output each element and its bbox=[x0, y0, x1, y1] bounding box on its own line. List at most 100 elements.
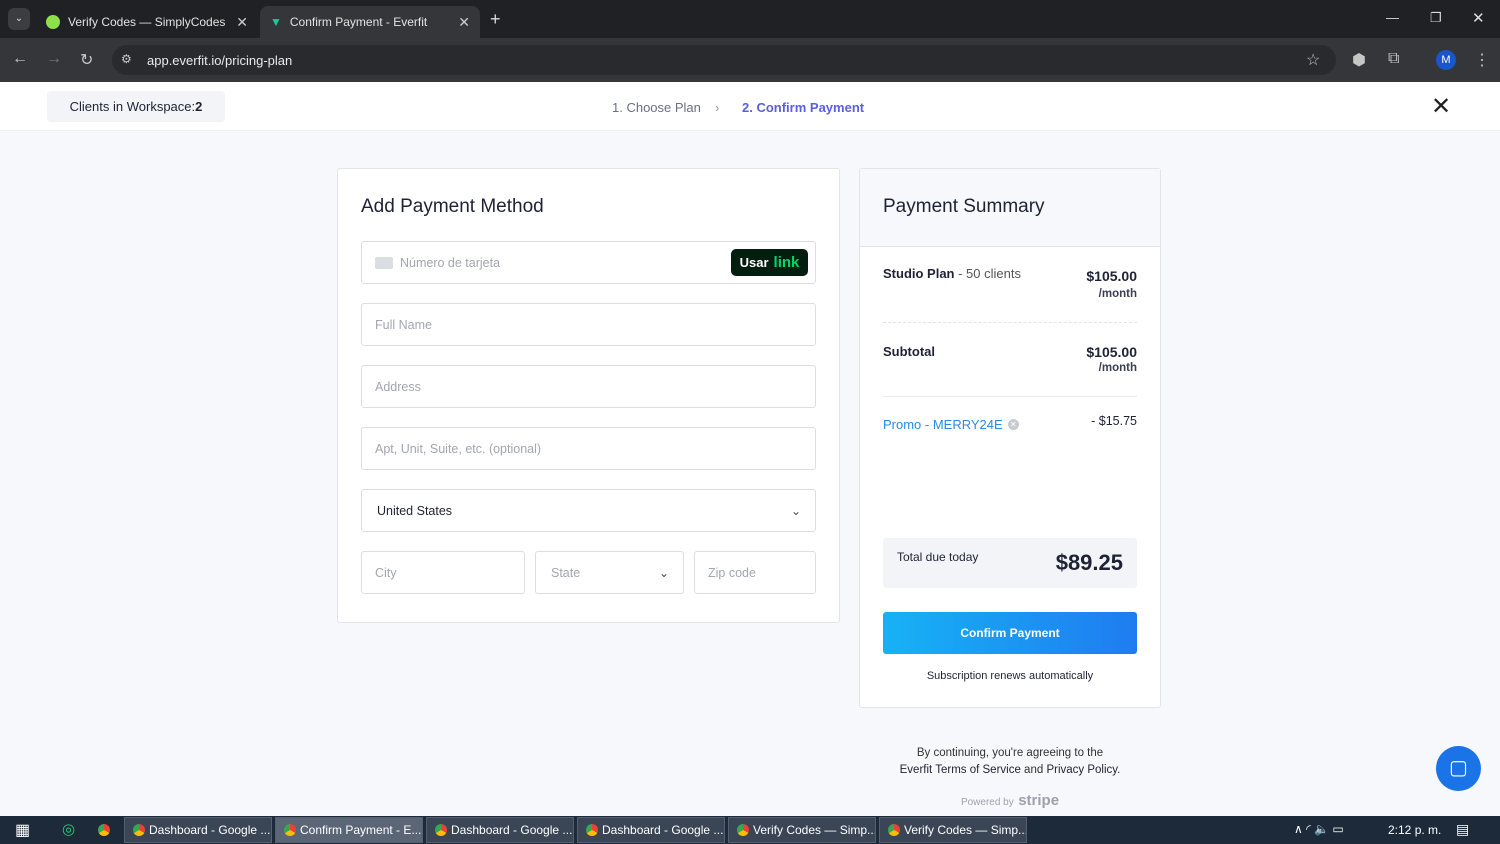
page-header bbox=[0, 82, 1500, 131]
tab-verify-codes[interactable]: Verify Codes — SimplyCodes ✕ bbox=[36, 6, 258, 38]
tab-title: Verify Codes — SimplyCodes bbox=[68, 15, 226, 29]
close-window-button[interactable]: ✕ bbox=[1472, 10, 1485, 27]
browser-tab-bar bbox=[0, 0, 1500, 38]
terms-link[interactable]: Everfit Terms of Service bbox=[899, 764, 1021, 776]
taskbar-item[interactable]: Verify Codes — Simp... bbox=[879, 817, 1027, 843]
site-settings-icon[interactable]: ⚙ bbox=[121, 52, 132, 66]
plan-name: Studio Plan bbox=[883, 266, 955, 281]
total-amount: $89.25 bbox=[1055, 550, 1123, 575]
chevron-down-icon: ⌄ bbox=[658, 565, 669, 580]
chrome-icon[interactable] bbox=[98, 823, 110, 841]
chrome-icon bbox=[888, 824, 900, 836]
usar-link-button[interactable]: Usar link bbox=[731, 249, 808, 276]
start-icon[interactable]: ▦ bbox=[15, 822, 31, 839]
apt-input[interactable]: Apt, Unit, Suite, etc. (optional) bbox=[361, 427, 816, 470]
restore-button[interactable]: ❐ bbox=[1430, 10, 1442, 25]
close-tab-icon[interactable]: ✕ bbox=[458, 13, 470, 30]
minimize-button[interactable]: — bbox=[1386, 10, 1399, 25]
tab-title: Confirm Payment - Everfit bbox=[289, 15, 428, 29]
taskbar-item[interactable]: Dashboard - Google ... bbox=[124, 817, 272, 843]
taskbar-label: Confirm Payment - E... bbox=[300, 823, 422, 837]
usar-text: Usar bbox=[739, 255, 769, 270]
clients-count: 2 bbox=[195, 99, 203, 114]
url-text: app.everfit.io/pricing-plan bbox=[147, 52, 293, 68]
tab-search-button[interactable]: ⌄ bbox=[8, 8, 30, 30]
tray-icons[interactable]: ∧ ◜ 🔈 ▭ bbox=[1294, 822, 1344, 836]
country-select[interactable]: United States ⌄ bbox=[361, 489, 816, 532]
step-choose-plan[interactable]: 1. Choose Plan bbox=[612, 100, 701, 115]
chrome-icon bbox=[284, 824, 296, 836]
forward-icon[interactable]: → bbox=[46, 50, 62, 67]
back-icon[interactable]: ← bbox=[12, 50, 28, 67]
state-select[interactable]: State ⌄ bbox=[535, 551, 684, 594]
clock[interactable]: 2:12 p. m. bbox=[1388, 823, 1442, 837]
subtotal-amount: $105.00 bbox=[1086, 344, 1137, 360]
address-input[interactable]: Address bbox=[361, 365, 816, 408]
extensions-puzzle-icon[interactable]: ⧉ bbox=[1388, 50, 1400, 67]
summary-title: Payment Summary bbox=[883, 196, 1045, 217]
plan-period: /month bbox=[1098, 288, 1137, 300]
taskbar-label: Verify Codes — Simp... bbox=[904, 823, 1027, 837]
tab-confirm-payment[interactable]: ▼ Confirm Payment - Everfit ✕ bbox=[260, 6, 480, 38]
taskbar-label: Dashboard - Google ... bbox=[602, 823, 724, 837]
divider bbox=[883, 322, 1137, 323]
terms-line1: By continuing, you're agreeing to the bbox=[916, 747, 1104, 759]
period: . bbox=[1117, 764, 1121, 776]
link-logo: link bbox=[773, 254, 800, 271]
taskbar-item[interactable]: Dashboard - Google ... bbox=[426, 817, 574, 843]
subtotal-period: /month bbox=[1098, 362, 1137, 374]
close-icon[interactable]: ✕ bbox=[1431, 93, 1452, 120]
address-bar[interactable]: app.everfit.io/pricing-plan bbox=[112, 45, 1336, 75]
bookmark-star-icon[interactable]: ☆ bbox=[1306, 52, 1321, 69]
stripe-logo: stripe bbox=[1018, 792, 1060, 809]
powered-text: Powered by bbox=[960, 797, 1014, 808]
full-name-input[interactable]: Full Name bbox=[361, 303, 816, 346]
reload-icon[interactable]: ↻ bbox=[80, 52, 94, 69]
taskbar-label: Dashboard - Google ... bbox=[451, 823, 573, 837]
taskbar-item[interactable]: Dashboard - Google ... bbox=[577, 817, 725, 843]
zip-input[interactable]: Zip code bbox=[694, 551, 816, 594]
chevron-down-icon: ⌄ bbox=[790, 503, 801, 518]
chrome-icon bbox=[737, 824, 749, 836]
taskbar-item[interactable]: Verify Codes — Simp... bbox=[728, 817, 876, 843]
card-placeholder: Número de tarjeta bbox=[400, 255, 501, 270]
terms-line2: Everfit Terms of Service and Privacy Pol… bbox=[860, 764, 1160, 776]
close-tab-icon[interactable]: ✕ bbox=[236, 13, 248, 30]
promo-code: Promo - MERRY24E ✕ bbox=[883, 417, 1019, 432]
clients-label: Clients in Workspace: bbox=[69, 99, 196, 114]
chat-icon[interactable]: ▢ bbox=[1436, 746, 1481, 791]
remove-promo-icon[interactable]: ✕ bbox=[1007, 419, 1019, 430]
state-value: State bbox=[551, 565, 581, 580]
extension-icon[interactable]: ⬢ bbox=[1352, 52, 1366, 69]
profile-avatar[interactable]: M bbox=[1436, 50, 1456, 70]
total-box bbox=[883, 538, 1137, 588]
promo-amount: - $15.75 bbox=[1091, 414, 1137, 428]
everfit-icon: ▼ bbox=[270, 15, 282, 29]
confirm-payment-button[interactable]: Confirm Payment bbox=[883, 612, 1137, 654]
credit-card-icon bbox=[375, 256, 393, 269]
renews-note: Subscription renews automatically bbox=[926, 670, 1094, 682]
chevron-right-icon: › bbox=[715, 100, 720, 115]
new-tab-button[interactable]: + bbox=[490, 9, 501, 29]
plan-price: $105.00 bbox=[1086, 268, 1137, 284]
privacy-link[interactable]: Privacy Policy bbox=[1046, 764, 1118, 776]
subtotal-label: Subtotal bbox=[883, 344, 935, 359]
chrome-icon bbox=[435, 824, 447, 836]
simplycodes-icon bbox=[46, 15, 60, 29]
city-input[interactable]: City bbox=[361, 551, 525, 594]
divider bbox=[883, 396, 1137, 397]
payment-title: Add Payment Method bbox=[361, 196, 544, 217]
notifications-icon[interactable]: ▤ bbox=[1456, 821, 1470, 837]
clients-in-workspace-badge: Clients in Workspace: 2 bbox=[47, 91, 225, 122]
total-label: Total due today bbox=[897, 550, 979, 564]
promo-text: Promo - MERRY24E bbox=[883, 417, 1003, 432]
powered-by-stripe: Powered by stripe bbox=[860, 792, 1160, 810]
menu-icon[interactable]: ⋮ bbox=[1474, 52, 1490, 69]
chrome-icon bbox=[133, 824, 145, 836]
step-confirm-payment: 2. Confirm Payment bbox=[742, 100, 865, 115]
taskbar-label: Dashboard - Google ... bbox=[149, 823, 271, 837]
whatsapp-icon[interactable]: ◎ bbox=[62, 821, 76, 838]
summary-header bbox=[860, 169, 1160, 247]
chrome-icon bbox=[586, 824, 598, 836]
taskbar-item[interactable]: Confirm Payment - E... bbox=[275, 817, 423, 843]
